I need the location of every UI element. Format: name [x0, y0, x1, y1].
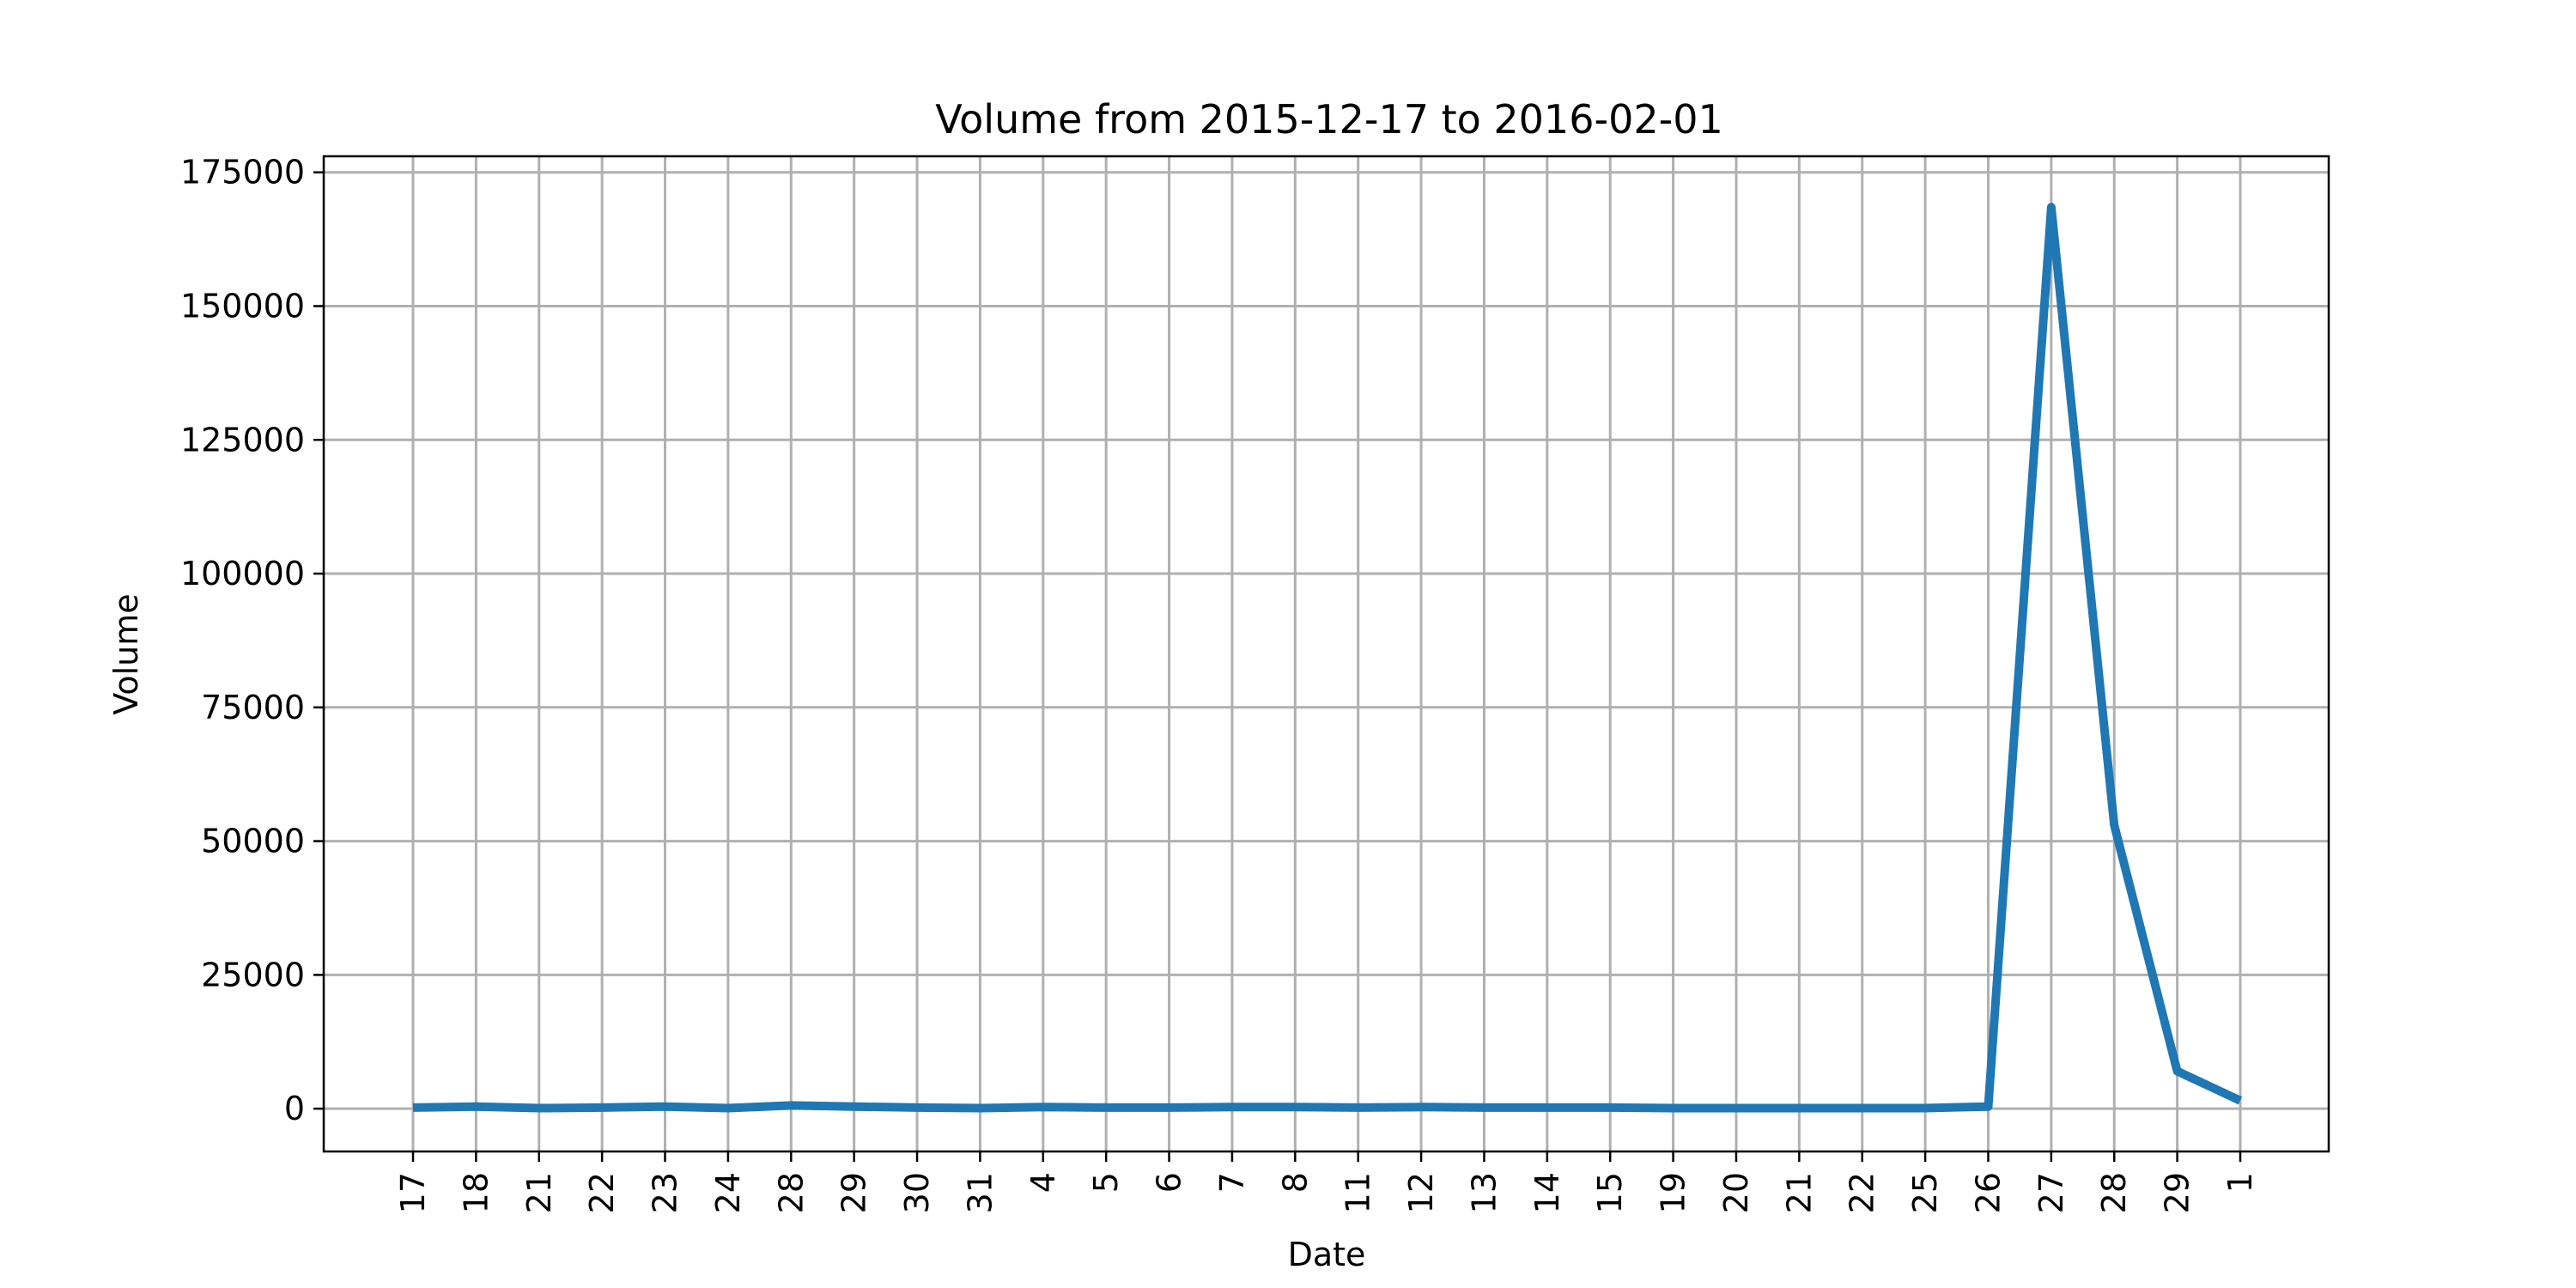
x-tick-label: 19	[1655, 1172, 1692, 1213]
y-tick-label: 100000	[180, 555, 305, 592]
x-tick-label: 27	[2032, 1172, 2070, 1213]
x-tick-label: 8	[1276, 1172, 1314, 1193]
x-tick-label: 21	[1780, 1172, 1818, 1213]
x-tick-label: 31	[961, 1172, 999, 1213]
x-tick-label: 22	[583, 1172, 621, 1213]
series	[412, 203, 2243, 1113]
x-tick-label: 14	[1528, 1172, 1566, 1213]
x-tick-label: 13	[1465, 1172, 1503, 1213]
y-axis-label: Volume	[107, 593, 145, 714]
y-tick-label: 50000	[201, 823, 305, 860]
volume-series-line	[412, 203, 2243, 1113]
x-tick-label: 28	[772, 1172, 810, 1213]
chart-title: Volume from 2015-12-17 to 2016-02-01	[935, 96, 1722, 143]
x-tick-label: 26	[1969, 1172, 2007, 1213]
plot-frame	[322, 155, 2330, 1153]
x-tick-label: 20	[1717, 1172, 1755, 1213]
y-tick-label: 125000	[180, 421, 305, 459]
y-tick-label: 25000	[201, 956, 305, 993]
x-tick-label: 21	[520, 1172, 558, 1213]
x-tick-label: 12	[1402, 1172, 1440, 1213]
y-tick-label: 175000	[180, 154, 305, 191]
x-tick-label: 18	[457, 1172, 495, 1213]
x-axis-label: Date	[1288, 1236, 1366, 1273]
axis-ticks: 0 25000 50000 75000 100000 125000 150000 175000…	[180, 154, 2259, 1214]
x-tick-label: 28	[2095, 1172, 2133, 1213]
x-tick-label: 5	[1087, 1172, 1125, 1193]
x-tick-label: 7	[1213, 1172, 1251, 1193]
grid	[324, 156, 2329, 1151]
x-tick-label: 29	[2159, 1172, 2196, 1213]
x-tick-label: 11	[1340, 1172, 1377, 1213]
y-tick-label: 150000	[180, 287, 305, 325]
x-tick-label: 4	[1024, 1172, 1062, 1193]
x-tick-label: 6	[1151, 1172, 1188, 1193]
y-tick-label: 75000	[201, 689, 305, 726]
x-tick-label: 17	[394, 1172, 432, 1213]
x-tick-label: 30	[898, 1172, 936, 1213]
x-tick-label: 29	[835, 1172, 873, 1213]
x-tick-label: 15	[1591, 1172, 1629, 1213]
x-tick-label: 23	[647, 1172, 684, 1213]
x-tick-label: 25	[1906, 1172, 1944, 1213]
x-tick-label: 22	[1844, 1172, 1881, 1213]
x-tick-label: 24	[709, 1172, 747, 1213]
x-tick-label: 1	[2221, 1172, 2259, 1193]
y-tick-label: 0	[284, 1090, 305, 1127]
